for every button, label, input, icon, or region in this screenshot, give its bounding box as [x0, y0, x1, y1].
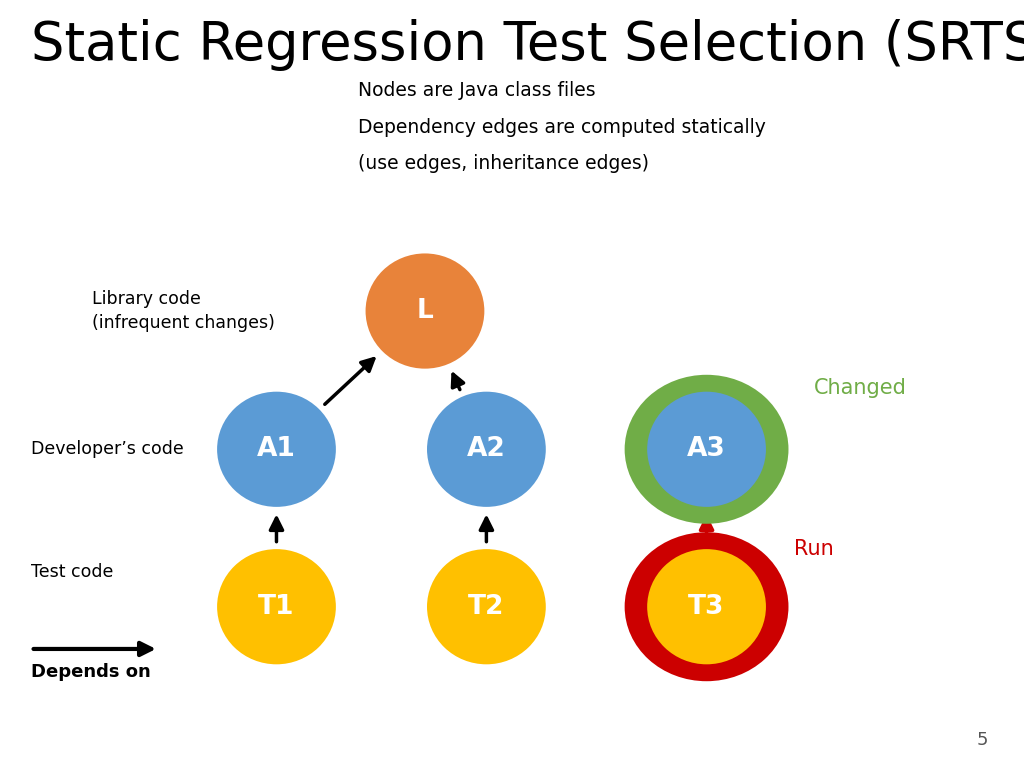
- Text: L: L: [417, 298, 433, 324]
- Ellipse shape: [647, 549, 766, 664]
- Text: T2: T2: [468, 594, 505, 620]
- Text: (use edges, inheritance edges): (use edges, inheritance edges): [358, 154, 649, 174]
- Text: Test code: Test code: [31, 563, 113, 581]
- Ellipse shape: [217, 549, 336, 664]
- Ellipse shape: [427, 549, 546, 664]
- Ellipse shape: [625, 375, 788, 524]
- Text: T1: T1: [258, 594, 295, 620]
- Text: A3: A3: [687, 436, 726, 462]
- Ellipse shape: [625, 532, 788, 681]
- Ellipse shape: [427, 392, 546, 507]
- Ellipse shape: [366, 253, 484, 369]
- Text: Run: Run: [794, 539, 834, 559]
- Text: Static Regression Test Selection (SRTS): Static Regression Test Selection (SRTS): [31, 19, 1024, 71]
- Ellipse shape: [647, 392, 766, 507]
- Text: 5: 5: [977, 731, 988, 749]
- Text: Developer’s code: Developer’s code: [31, 440, 183, 458]
- Text: Library code
(infrequent changes): Library code (infrequent changes): [92, 290, 275, 332]
- Text: Depends on: Depends on: [31, 663, 151, 681]
- Text: A1: A1: [257, 436, 296, 462]
- Text: Dependency edges are computed statically: Dependency edges are computed statically: [358, 118, 766, 137]
- Text: Changed: Changed: [814, 378, 907, 398]
- Text: T3: T3: [688, 594, 725, 620]
- Ellipse shape: [217, 392, 336, 507]
- Text: Nodes are Java class files: Nodes are Java class files: [358, 81, 596, 100]
- Text: A2: A2: [467, 436, 506, 462]
